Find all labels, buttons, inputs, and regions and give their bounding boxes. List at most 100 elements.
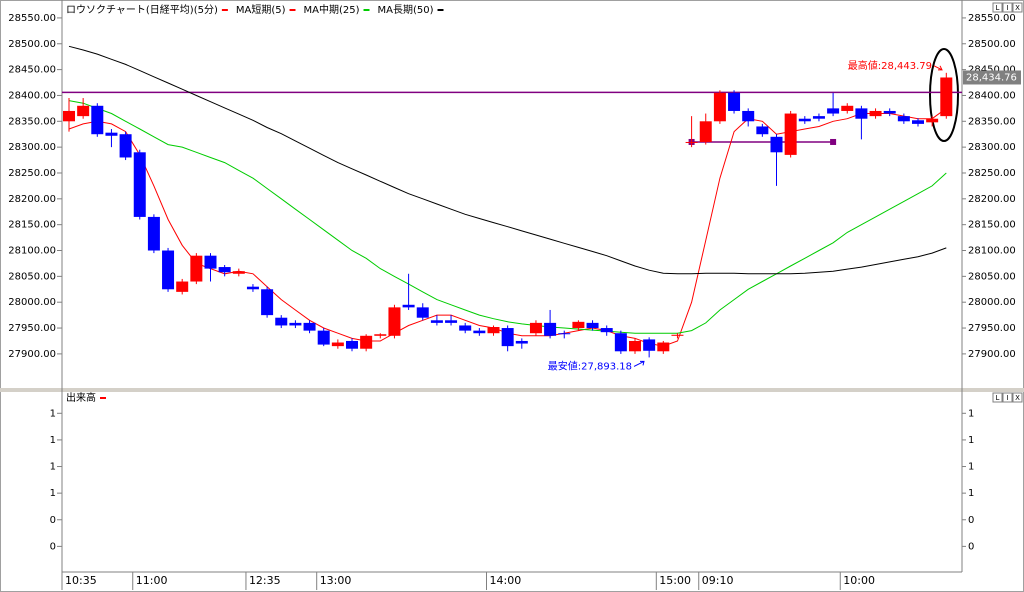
x-tick-label: 15:00 [659, 574, 691, 587]
y-tick-label-left: 28350.00 [8, 116, 56, 127]
y-tick-label-left: 28100.00 [8, 246, 56, 257]
candle-body [289, 322, 302, 326]
volume-tick-label-right: 1 [968, 408, 974, 419]
candle-body [586, 322, 599, 329]
candle-body [303, 322, 316, 331]
candle-body [784, 113, 797, 155]
x-tick-label: 11:00 [136, 574, 168, 587]
ma-line [68, 100, 947, 334]
volume-tick-label-left: 1 [50, 462, 56, 473]
pane-button-label[interactable]: I [1006, 4, 1008, 12]
candle-body [147, 216, 160, 251]
y-tick-label-left: 28250.00 [8, 168, 56, 179]
candle-body [657, 342, 670, 352]
annotation: 最高値:28,443.79 [848, 59, 932, 72]
pane-button[interactable] [1012, 392, 1023, 403]
y-tick-label-right: 28050.00 [968, 271, 1016, 282]
candle-body [246, 286, 259, 290]
candle-body [515, 340, 528, 344]
candle-body [176, 281, 189, 292]
candle-body [869, 110, 882, 117]
y-tick-label-right: 28150.00 [968, 220, 1016, 231]
x-tick-label: 09:10 [702, 574, 734, 587]
y-tick-label-right: 28550.00 [968, 13, 1016, 24]
y-tick-label-left: 28550.00 [8, 13, 56, 24]
candle-body [162, 250, 175, 290]
candle-body [558, 333, 571, 335]
y-tick-label-left: 28300.00 [8, 142, 56, 153]
candle-body [728, 92, 741, 111]
y-tick-label-right: 28400.00 [968, 90, 1016, 101]
candle-body [770, 136, 783, 153]
candle-body [63, 110, 75, 122]
y-tick-label-right: 28250.00 [968, 168, 1016, 179]
reference-end [830, 138, 837, 145]
pane-separator [0, 388, 1024, 392]
x-tick-label: 12:35 [249, 574, 281, 587]
pane-button-label[interactable]: X [1015, 4, 1020, 12]
annotation-arrow [933, 65, 943, 71]
candle-body [105, 132, 118, 136]
candle-body [445, 320, 458, 323]
volume-tick-label-right: 0 [968, 515, 974, 526]
candle-body [671, 334, 684, 336]
ma-line [68, 45, 947, 275]
volume-tick-label-right: 1 [968, 435, 974, 446]
y-tick-label-left: 28500.00 [8, 39, 56, 50]
candle-body [204, 255, 217, 269]
candle-body [360, 335, 373, 349]
candle-body [331, 342, 344, 347]
candle-body [897, 116, 910, 122]
volume-tick-label-left: 1 [50, 488, 56, 499]
pane-button[interactable] [1002, 392, 1013, 403]
legend-label: MA短期(5) [236, 3, 286, 16]
pane-button[interactable] [1012, 2, 1023, 13]
candle-body [600, 328, 613, 333]
y-tick-label-right: 27950.00 [968, 323, 1016, 334]
volume-tick-label-left: 1 [50, 408, 56, 419]
candle-body [699, 121, 712, 142]
pane-button-label[interactable]: L [996, 394, 1000, 402]
pane-button-label[interactable]: I [1006, 394, 1008, 402]
volume-tick-label-left: 0 [50, 541, 56, 552]
y-tick-label-left: 28000.00 [8, 297, 56, 308]
volume-tick-label-left: 0 [50, 515, 56, 526]
volume-tick-label-right: 1 [968, 462, 974, 473]
y-tick-label-right: 28100.00 [968, 246, 1016, 257]
x-tick-label: 14:00 [490, 574, 522, 587]
y-tick-label-left: 27900.00 [8, 349, 56, 360]
volume-tick-label-right: 1 [968, 488, 974, 499]
y-tick-label-left: 28450.00 [8, 65, 56, 76]
pane-button[interactable] [992, 392, 1003, 403]
y-tick-label-right: 28300.00 [968, 142, 1016, 153]
candle-body [133, 152, 146, 217]
candle-body [685, 141, 698, 143]
pane-button-label[interactable]: L [996, 4, 1000, 12]
pane-button[interactable] [1002, 2, 1013, 13]
volume-tick-label-left: 1 [50, 435, 56, 446]
candle-body [812, 116, 825, 119]
candle-body [77, 105, 90, 117]
y-tick-label-left: 28050.00 [8, 271, 56, 282]
current-price-box [963, 70, 1021, 85]
candle-body [643, 339, 656, 351]
pane-button-label[interactable]: X [1015, 394, 1020, 402]
candle-body [798, 118, 811, 122]
candle-body [713, 92, 726, 122]
candle-body [232, 271, 245, 274]
candle-body [317, 330, 330, 345]
y-tick-label-right: 28500.00 [968, 39, 1016, 50]
candle-body [529, 322, 542, 334]
candle-body [416, 307, 429, 318]
pane-button[interactable] [992, 2, 1003, 13]
candle-body [544, 322, 557, 336]
legend-label: 出来高 [66, 391, 96, 404]
candle-body [402, 304, 415, 308]
candle-body [119, 134, 132, 158]
y-tick-label-right: 28450.00 [968, 65, 1016, 76]
candle-body [827, 108, 840, 114]
x-tick-label: 10:00 [843, 574, 875, 587]
